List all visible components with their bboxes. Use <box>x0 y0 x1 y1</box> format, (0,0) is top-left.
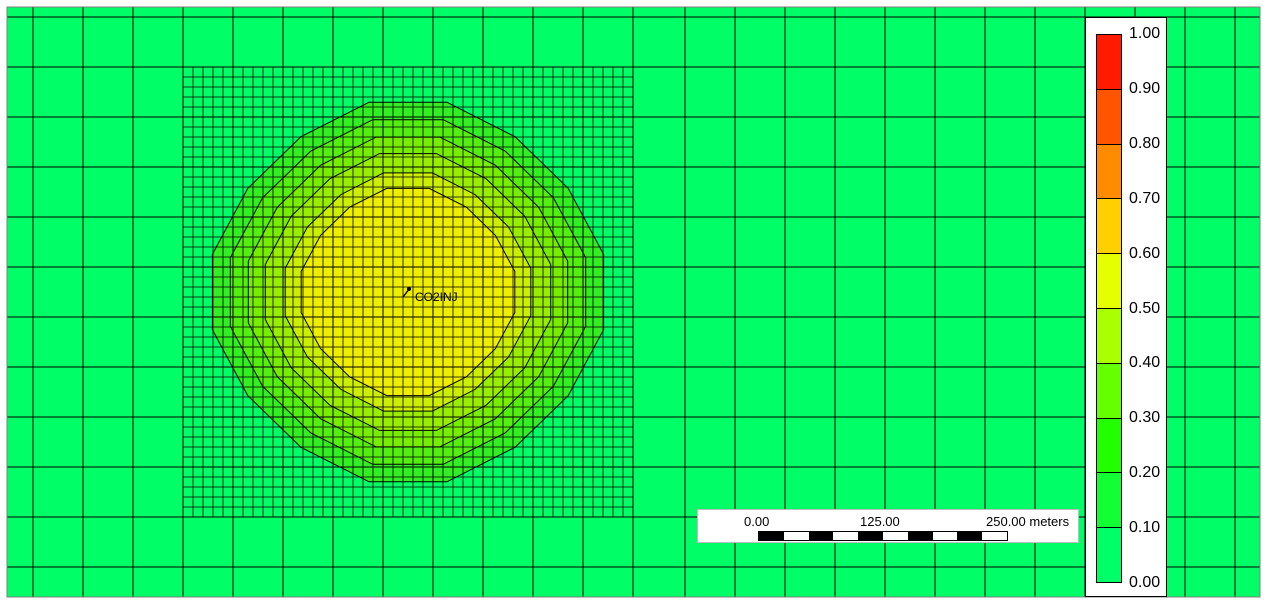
legend-label: 0.30 <box>1129 409 1161 427</box>
legend-label: 0.10 <box>1129 519 1161 537</box>
legend-swatch <box>1097 144 1121 200</box>
legend-label: 0.70 <box>1129 189 1161 207</box>
legend-swatch <box>1097 35 1121 90</box>
scale-segment <box>858 532 883 540</box>
legend-label: 0.40 <box>1129 354 1161 372</box>
legend-label: 0.60 <box>1129 244 1161 262</box>
scale-bar: 0.00 125.00 250.00 meters <box>697 509 1079 543</box>
legend-label: 0.20 <box>1129 464 1161 482</box>
legend-swatch <box>1097 199 1121 255</box>
scale-segment <box>932 532 958 540</box>
scale-label-mid: 125.00 <box>860 514 900 529</box>
legend-swatch <box>1097 418 1121 474</box>
legend-swatch <box>1097 254 1121 309</box>
well-label[interactable]: CO2INJ <box>415 290 458 304</box>
refined-grid-lines <box>182 66 634 518</box>
legend-label: 0.50 <box>1129 299 1161 317</box>
scale-ruler <box>758 531 1008 541</box>
scale-segment <box>882 532 908 540</box>
legend-swatch <box>1097 363 1121 419</box>
scale-segment <box>907 532 933 540</box>
well-icon[interactable] <box>402 286 412 298</box>
scale-segment <box>833 532 859 540</box>
legend-swatch <box>1097 308 1121 364</box>
legend-label: 0.80 <box>1129 134 1161 152</box>
scale-segment <box>759 532 784 540</box>
legend-label: 0.90 <box>1129 79 1161 97</box>
scale-segment <box>957 532 983 540</box>
legend-swatch <box>1097 528 1121 582</box>
scale-segment <box>808 532 834 540</box>
scale-label-start: 0.00 <box>744 514 770 529</box>
legend-color-bar <box>1096 34 1122 583</box>
scale-label-end: 250.00 meters <box>986 514 1070 529</box>
map-border <box>6 6 1261 598</box>
color-legend: 1.00 0.90 0.80 0.70 0.60 0.50 0.40 0.30 0.20 0.10… <box>1085 17 1167 597</box>
scale-segment <box>982 532 1007 540</box>
legend-label: 1.00 <box>1129 25 1161 42</box>
legend-swatch <box>1097 89 1121 145</box>
legend-swatch <box>1097 473 1121 529</box>
scale-segment <box>783 532 809 540</box>
legend-label: 0.00 <box>1129 574 1161 591</box>
